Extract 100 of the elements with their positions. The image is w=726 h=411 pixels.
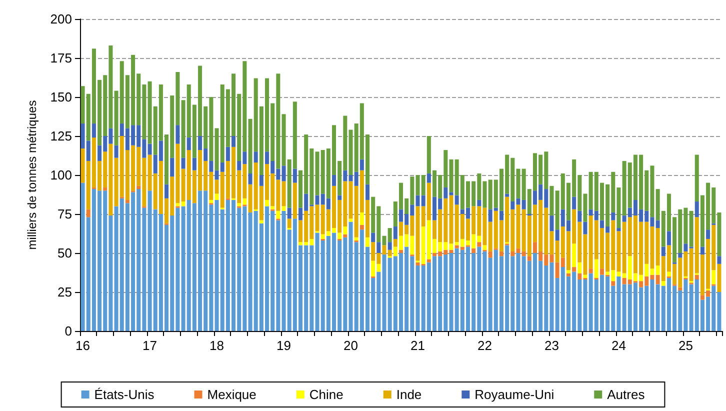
- bar: [393, 226, 398, 239]
- bar: [176, 203, 180, 206]
- bar: [611, 212, 616, 220]
- bar: [555, 230, 560, 241]
- bar: [365, 237, 370, 247]
- bar: [360, 159, 364, 170]
- legend-label: Inde: [396, 387, 422, 402]
- bar: [114, 145, 118, 158]
- bar: [248, 173, 252, 184]
- bar: [522, 251, 526, 256]
- bar: [689, 210, 694, 247]
- bar: [164, 184, 169, 198]
- bar: [477, 242, 482, 247]
- bar: [550, 216, 554, 232]
- bar: [376, 242, 381, 253]
- bar: [292, 182, 297, 219]
- bar: [360, 212, 364, 225]
- bar: [426, 173, 431, 183]
- bar: [426, 259, 431, 262]
- legend-label: Royaume-Uni: [474, 387, 554, 402]
- x-tick-label: 17: [142, 338, 158, 353]
- y-tick-label: 75: [58, 206, 72, 222]
- bar: [505, 194, 510, 197]
- bar: [354, 237, 358, 241]
- bar: [186, 138, 191, 150]
- x-tick-label: 23: [544, 338, 559, 353]
- bar: [717, 256, 722, 264]
- bar: [661, 281, 666, 286]
- bar: [170, 158, 174, 177]
- bar: [348, 218, 353, 222]
- bar: [209, 200, 214, 204]
- bar: [125, 200, 130, 204]
- bar: [527, 256, 532, 261]
- bar: [103, 187, 108, 191]
- bar: [254, 152, 258, 163]
- y-tick-label: 150: [50, 90, 72, 104]
- bar: [522, 200, 526, 210]
- bar: [92, 124, 96, 138]
- bar: [287, 218, 292, 228]
- bar: [583, 222, 588, 234]
- bar: [136, 186, 141, 190]
- bar: [488, 251, 492, 258]
- bar: [499, 210, 504, 220]
- bar: [332, 175, 336, 186]
- bar: [371, 232, 376, 242]
- bar: [572, 267, 576, 272]
- bar: [282, 206, 286, 211]
- bar: [694, 202, 699, 218]
- bar: [611, 281, 616, 286]
- bar: [292, 168, 297, 183]
- bar: [572, 196, 576, 210]
- bar: [482, 245, 487, 250]
- bar: [578, 210, 582, 222]
- bar: [566, 273, 570, 276]
- bar: [712, 270, 716, 284]
- legend-label: États-Unis: [94, 387, 155, 402]
- bar: [566, 270, 570, 274]
- bar: [706, 230, 710, 239]
- y-tick-label: 0: [64, 324, 72, 338]
- y-tick-label: 100: [50, 168, 72, 182]
- bar: [656, 265, 660, 275]
- bar: [700, 246, 704, 255]
- y-axis-title: milliers de tonnes métriques: [25, 100, 39, 250]
- bar: [209, 160, 214, 172]
- bar: [360, 224, 364, 230]
- bar: [181, 158, 186, 169]
- legend-label: Mexique: [207, 387, 256, 402]
- x-tick-label: 20: [344, 338, 358, 353]
- bar: [270, 206, 275, 210]
- y-tick-label: 125: [50, 128, 72, 144]
- x-tick-label: 22: [478, 338, 492, 353]
- bar: [365, 184, 370, 200]
- bar: [600, 268, 604, 275]
- bar: [259, 220, 264, 224]
- bar: [176, 125, 180, 144]
- bar: [656, 274, 660, 284]
- bar: [282, 181, 286, 206]
- bar: [678, 287, 682, 290]
- bar: [398, 250, 404, 253]
- bar: [499, 251, 504, 256]
- bar: [282, 166, 286, 182]
- bar: [583, 274, 588, 278]
- bar: [214, 194, 219, 200]
- y-tick-label: 50: [58, 246, 72, 260]
- x-tick-label: 25: [678, 338, 693, 353]
- bar: [694, 274, 699, 280]
- bar: [616, 228, 621, 232]
- bar: [232, 136, 236, 147]
- bar: [472, 248, 476, 253]
- bar: [226, 146, 230, 161]
- bar: [666, 272, 671, 276]
- bar: [588, 268, 593, 274]
- bar: [678, 253, 682, 258]
- bar: [684, 244, 688, 252]
- bar: [388, 242, 392, 250]
- x-tick-label: 18: [210, 338, 224, 353]
- bar: [86, 209, 90, 218]
- bar: [666, 231, 671, 246]
- bar: [393, 238, 398, 247]
- bar: [259, 175, 264, 186]
